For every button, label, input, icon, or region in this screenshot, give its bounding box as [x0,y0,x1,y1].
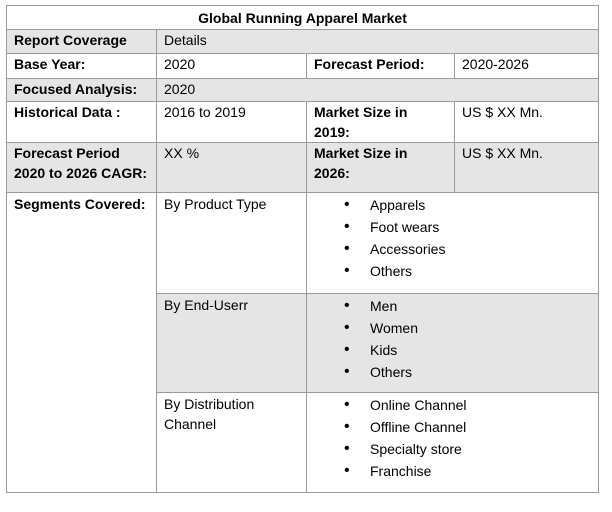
cagr-label: Forecast Period 2020 to 2026 CAGR: [6,142,157,193]
segment-row-end-user: By End-Userr Men Women Kids Others [7,293,600,393]
base-year-row: Base Year: 2020 Forecast Period: 2020-20… [6,53,600,79]
segment-list: Apparels Foot wears Accessories Others [314,194,591,282]
forecast-period-label: Forecast Period: [306,53,455,79]
market-size-2026-line1: Market Size in [314,145,408,161]
segment-items: Apparels Foot wears Accessories Others [305,192,600,294]
segment-items: Men Women Kids Others [305,293,600,393]
cagr-value: XX % [156,142,307,193]
list-item: Foot wears [314,216,591,238]
historical-label: Historical Data : [6,101,157,143]
list-item: Apparels [314,194,591,216]
segment-group-name: By Distribution Channel [156,392,307,493]
segment-list: Online Channel Offline Channel Specialty… [314,394,591,482]
focused-row: Focused Analysis: 2020 [6,78,600,102]
list-item: Specialty store [314,438,591,460]
list-item: Franchise [314,460,591,482]
historical-row: Historical Data : 2016 to 2019 Market Si… [6,101,600,143]
segment-row-product: Segments Covered: By Product Type Appare… [6,192,600,493]
market-size-2019-value: US $ XX Mn. [453,101,600,143]
list-item: Men [314,295,591,317]
list-item: Others [314,361,591,383]
focused-label: Focused Analysis: [6,78,157,102]
list-item: Kids [314,339,591,361]
segment-list: Men Women Kids Others [314,295,591,383]
segments-label: Segments Covered: [6,192,157,493]
market-size-2026-value: US $ XX Mn. [453,142,600,193]
historical-value: 2016 to 2019 [156,101,307,143]
segment-items: Online Channel Offline Channel Specialty… [305,392,600,493]
list-item: Accessories [314,238,591,260]
distribution-line2: Channel [164,416,217,432]
base-year-label: Base Year: [6,53,157,79]
base-year-value: 2020 [156,53,307,79]
segment-group-name: By Product Type [156,192,307,294]
coverage-label: Report Coverage [6,29,157,54]
cagr-label-line2: 2020 to 2026 CAGR: [14,165,148,181]
market-size-2019-label: Market Size in 2019: [306,101,455,143]
list-item: Others [314,260,591,282]
cagr-label-line1: Forecast Period [14,145,120,161]
market-report-table: Global Running Apparel Market Report Cov… [5,5,600,493]
list-item: Women [314,317,591,339]
segment-row-distribution: By Distribution Channel Online Channel O… [7,392,600,493]
market-size-2026-line2: 2026: [314,165,350,181]
forecast-row: Forecast Period 2020 to 2026 CAGR: XX % … [6,142,600,193]
list-item: Online Channel [314,394,591,416]
list-item: Offline Channel [314,416,591,438]
market-size-2019-line1: Market Size in [314,104,408,120]
segment-group-name: By End-Userr [156,293,307,393]
coverage-value: Details [155,29,600,54]
market-size-2026-label: Market Size in 2026: [306,142,455,193]
title-row: Global Running Apparel Market [5,5,600,30]
distribution-line1: By Distribution [164,396,255,412]
market-size-2019-line2: 2019: [314,124,350,140]
coverage-row: Report Coverage Details [6,29,600,54]
table-title: Global Running Apparel Market [5,5,600,30]
forecast-period-value: 2020-2026 [453,53,600,79]
focused-value: 2020 [155,78,600,102]
